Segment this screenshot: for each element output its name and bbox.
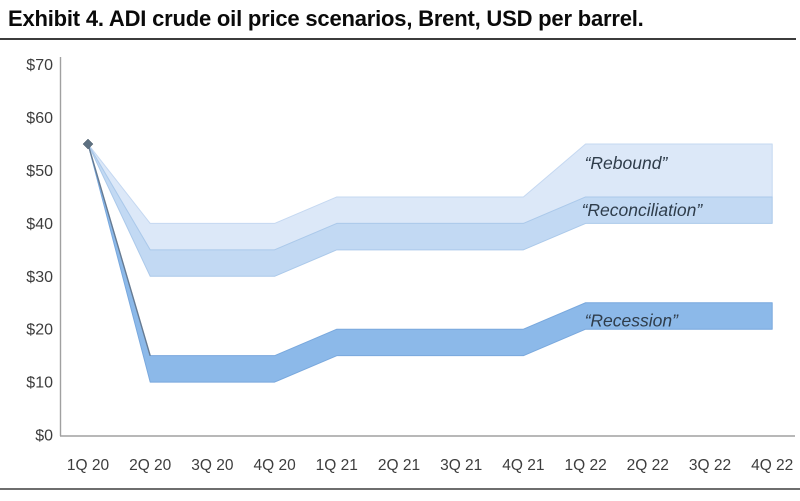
y-tick-label: $40 [26, 216, 53, 233]
x-tick-label: 2Q 21 [378, 457, 420, 474]
x-tick-label: 2Q 22 [627, 457, 669, 474]
x-tick-label: 1Q 20 [67, 457, 110, 474]
bottom-divider-rule [0, 488, 800, 490]
start-point-diamond-marker [82, 138, 94, 150]
y-tick-label: $70 [26, 57, 53, 74]
x-tick-label: 1Q 21 [316, 457, 358, 474]
y-tick-label: $20 [26, 322, 53, 339]
exhibit-title: Exhibit 4. ADI crude oil price scenarios… [8, 6, 644, 31]
band-reconciliation [87, 143, 773, 277]
y-tick-label: $60 [26, 110, 53, 127]
x-tick-label: 4Q 21 [502, 457, 544, 474]
x-tick-label: 3Q 22 [689, 457, 731, 474]
y-tick-label: $0 [35, 428, 53, 445]
y-tick-label: $30 [26, 269, 53, 286]
start-drop-line [87, 143, 151, 356]
band-label-recession: “Recession” [585, 311, 680, 331]
band-label-rebound: “Rebound” [585, 153, 669, 173]
band-label-reconciliation: “Reconciliation” [582, 200, 704, 220]
x-tick-label: 3Q 20 [191, 457, 234, 474]
x-tick-label: 4Q 22 [751, 457, 793, 474]
y-tick-label: $50 [26, 163, 53, 180]
band-recession [87, 143, 773, 383]
x-tick-label: 1Q 22 [564, 457, 606, 474]
x-tick-label: 3Q 21 [440, 457, 482, 474]
y-tick-label: $10 [26, 375, 53, 392]
x-tick-label: 2Q 20 [129, 457, 172, 474]
x-tick-label: 4Q 20 [253, 457, 296, 474]
title-divider-rule [0, 38, 796, 40]
